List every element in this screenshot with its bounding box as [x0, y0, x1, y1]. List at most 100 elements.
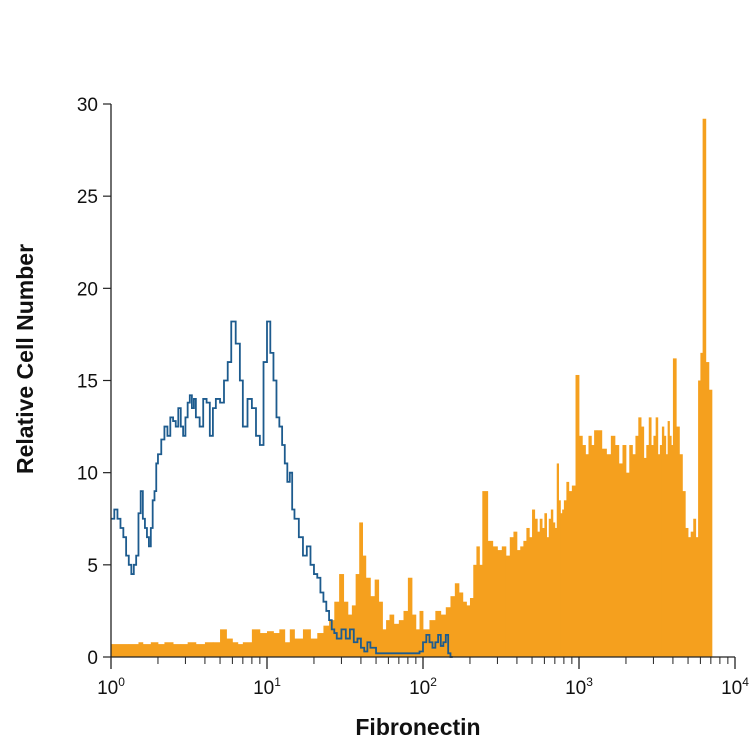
filled-histogram-bar	[374, 579, 380, 657]
filled-histogram-bar	[273, 633, 280, 657]
plot-area	[111, 118, 713, 658]
filled-histogram-bar	[267, 631, 274, 657]
filled-histogram-bar	[542, 527, 545, 657]
filled-histogram-bar	[667, 421, 670, 657]
y-tick-label: 15	[77, 372, 98, 393]
x-tick-label: 100	[97, 675, 125, 699]
x-tick-label: 101	[253, 675, 281, 699]
filled-histogram-bar	[212, 642, 221, 657]
filled-histogram-bar	[575, 374, 580, 657]
x-tick-label: 103	[565, 675, 593, 699]
filled-histogram-bar	[462, 601, 467, 657]
outline-histogram-series	[111, 320, 453, 658]
filled-histogram-bar	[546, 537, 550, 657]
filled-histogram-bar	[568, 491, 573, 657]
filled-histogram-bar	[638, 417, 642, 657]
filled-histogram-bar	[429, 620, 436, 657]
filled-histogram-bar	[362, 555, 367, 657]
outline-histogram-line	[111, 320, 453, 658]
filled-histogram-bar	[497, 550, 503, 657]
filled-histogram-bar	[259, 633, 268, 657]
filled-histogram-bar	[641, 426, 645, 657]
filled-histogram-bar	[251, 629, 261, 657]
filled-histogram-bar	[180, 644, 189, 657]
filled-histogram-bar	[310, 638, 318, 657]
filled-histogram-bar	[289, 629, 295, 657]
filled-histogram-bar	[702, 118, 707, 657]
filled-histogram-bar	[618, 463, 623, 657]
filled-histogram-bar	[454, 583, 460, 657]
filled-histogram-bar	[365, 577, 371, 657]
filled-histogram-bar	[226, 638, 233, 657]
filled-histogram-bar	[294, 638, 304, 657]
filled-histogram-bar	[450, 596, 456, 657]
filled-histogram-bar	[672, 358, 677, 657]
axes: 0 5 10 15 20 25 30 100 101 102 103 104	[77, 95, 749, 699]
y-tick-label: 30	[77, 95, 98, 116]
filled-histogram-bar	[469, 598, 474, 657]
filled-histogram-bar	[705, 362, 710, 657]
filled-histogram-bar	[173, 644, 182, 657]
filled-histogram-bar	[142, 644, 152, 657]
filled-histogram-bar	[458, 592, 464, 657]
filled-histogram-bar	[378, 601, 383, 657]
filled-histogram-bar	[411, 614, 417, 657]
filled-histogram-bar	[164, 642, 174, 657]
filled-histogram-bar	[693, 518, 697, 657]
filled-histogram-bar	[663, 435, 667, 657]
filled-histogram-bar	[563, 500, 567, 657]
filled-histogram-bar	[594, 430, 598, 657]
y-tick-label: 10	[77, 464, 98, 485]
filled-histogram-bar	[187, 642, 197, 657]
filled-histogram-series	[111, 118, 713, 657]
filled-histogram-bar	[596, 430, 603, 657]
filled-histogram-bar	[523, 540, 527, 657]
filled-histogram-bar	[671, 445, 674, 657]
filled-histogram-bar	[423, 629, 430, 657]
filled-histogram-bar	[646, 445, 650, 657]
filled-histogram-bar	[614, 445, 620, 657]
y-tick-label: 20	[77, 279, 98, 300]
filled-histogram-bar	[591, 445, 595, 657]
filled-histogram-bar	[529, 537, 533, 657]
filled-histogram-bar	[492, 546, 498, 657]
y-tick-label: 25	[77, 187, 98, 208]
filled-histogram-bar	[138, 642, 144, 657]
filled-histogram-bar	[661, 426, 665, 657]
filled-histogram-bar	[513, 531, 518, 657]
filled-histogram-bar	[657, 454, 661, 657]
filled-histogram-bar	[532, 509, 536, 657]
filled-histogram-bar	[579, 435, 583, 657]
filled-histogram-bar	[643, 457, 647, 657]
filled-histogram-bar	[302, 629, 311, 657]
filled-histogram-bar	[548, 518, 552, 657]
filled-histogram-bar	[648, 417, 652, 657]
filled-histogram-bar	[150, 642, 159, 657]
filled-histogram-bar	[655, 417, 659, 657]
filled-histogram-bar	[539, 518, 543, 657]
filled-histogram-bar	[635, 435, 639, 657]
filled-histogram-bar	[415, 629, 420, 657]
filled-histogram-bar	[698, 380, 701, 657]
filled-histogram-bar	[695, 537, 699, 657]
filled-histogram-bar	[339, 574, 345, 657]
filled-histogram-bar	[651, 445, 654, 657]
filled-histogram-bar	[526, 527, 530, 657]
filled-histogram-bar	[482, 491, 489, 657]
filled-histogram-bar	[552, 522, 556, 657]
filled-histogram-bar	[520, 546, 524, 657]
filled-histogram-bar	[403, 610, 409, 657]
filled-histogram-bar	[466, 605, 471, 657]
filled-histogram-bar	[585, 454, 589, 657]
filled-histogram-bar	[111, 644, 130, 657]
x-tick-label: 102	[409, 675, 437, 699]
filled-histogram-bar	[389, 614, 395, 657]
y-tick-label: 5	[87, 556, 98, 577]
filled-histogram-bar	[501, 546, 507, 657]
filled-histogram-bar	[632, 454, 636, 657]
filled-histogram-bar	[560, 513, 563, 657]
filled-histogram-bar	[606, 454, 612, 657]
filled-histogram-bar	[676, 426, 680, 657]
filled-histogram-bar	[445, 607, 451, 657]
